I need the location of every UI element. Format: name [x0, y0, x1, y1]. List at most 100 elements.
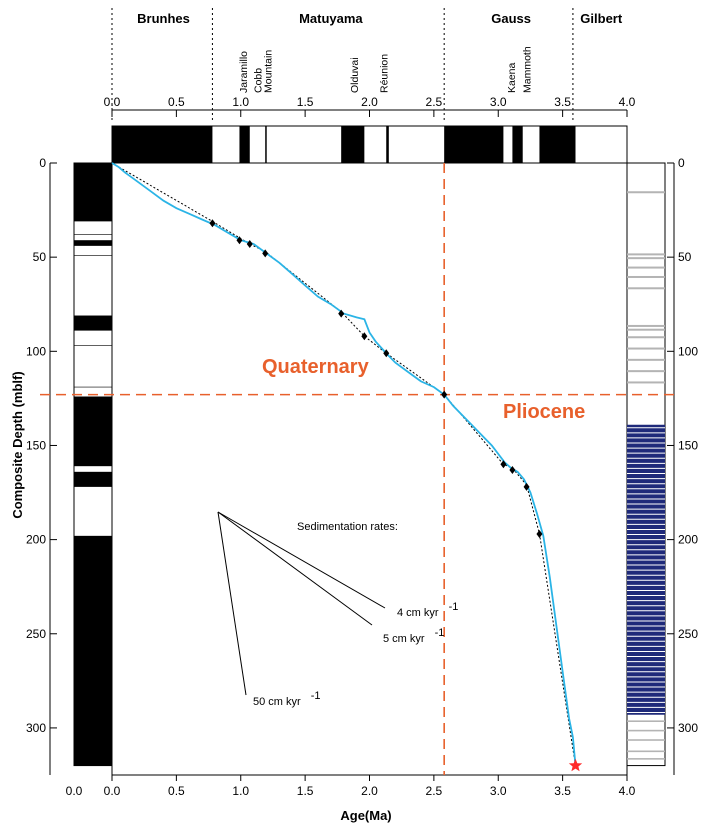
gray-band [627, 287, 665, 290]
rate-exponent: -1 [435, 627, 445, 639]
gray-band [627, 257, 665, 260]
polarity-normal-block [512, 126, 523, 163]
top-x-tick-label: 0.0 [104, 95, 121, 109]
left-y-tick-label: 150 [26, 438, 46, 452]
right-y-tick-label: 0 [678, 156, 685, 170]
tie-point [500, 460, 507, 469]
bottom-x-tick-label: 2.5 [426, 784, 443, 798]
bottom-x-tick-label: 0.0 [104, 784, 121, 798]
gray-band [627, 729, 665, 732]
subchron-label: Mammoth [521, 46, 533, 93]
gray-band [627, 358, 665, 361]
subchron-label: Mountain [263, 50, 275, 93]
subchron-label: Réunion [379, 54, 391, 93]
chron-label-brunhes: Brunhes [137, 11, 190, 26]
right-y-tick-label: 150 [678, 438, 698, 452]
subchron-label: Jaramillo [238, 51, 250, 93]
gray-band [627, 324, 665, 327]
y-axis-label: Composite Depth (mblf) [10, 371, 25, 518]
chron-label-matuyama: Matuyama [299, 11, 363, 26]
tie-point [536, 529, 543, 538]
rate-exponent: -1 [449, 601, 459, 613]
top-x-tick-label: 2.0 [361, 95, 378, 109]
left-y-tick-label: 300 [26, 721, 46, 735]
tie-point [338, 309, 345, 318]
right-y-tick-label: 50 [678, 250, 692, 264]
bottom-x-tick-label: 4.0 [619, 784, 636, 798]
age-depth-curve [111, 162, 577, 766]
pliocene-label: Pliocene [503, 401, 585, 423]
gray-band [627, 750, 665, 753]
gray-band [627, 739, 665, 741]
bottom-x-tick-label: 1.0 [232, 784, 249, 798]
polarity-normal-block [239, 126, 250, 163]
left-y-tick-label: 100 [26, 344, 46, 358]
gray-band [627, 328, 665, 331]
left-y-tick-label: 250 [26, 627, 46, 641]
subchron-label: Kaena [506, 62, 518, 93]
gray-band [627, 347, 665, 350]
polarity-normal-block [444, 126, 504, 163]
rate-line [217, 511, 386, 609]
rate-exponent: -1 [311, 690, 321, 702]
gray-band [627, 253, 665, 256]
plot-frame [111, 162, 628, 776]
depth-normal-block [74, 471, 112, 487]
tie-point [209, 219, 216, 228]
top-x-tick-label: 3.5 [554, 95, 571, 109]
bottom-x-tick-label: 1.5 [297, 784, 314, 798]
quaternary-label: Quaternary [262, 356, 370, 378]
depth-normal-block [74, 396, 112, 467]
tie-point [236, 236, 243, 245]
depth-normal-block [74, 163, 112, 222]
bottom-x-tick-label: 0.5 [168, 784, 185, 798]
top-x-tick-label: 2.5 [426, 95, 443, 109]
left-y-tick-label: 200 [26, 533, 46, 547]
tie-point [441, 390, 448, 399]
tie-point [361, 332, 368, 341]
rate-label: 4 cm kyr [397, 607, 439, 619]
rate-label: 5 cm kyr [383, 633, 425, 645]
gray-band [627, 370, 665, 373]
polarity-normal-block [265, 126, 267, 163]
subchron-label: Olduvai [349, 57, 361, 93]
tie-point [383, 349, 390, 358]
top-x-tick-label: 3.0 [490, 95, 507, 109]
bottom-x-tick-label: 3.5 [554, 784, 571, 798]
depth-normal-block [74, 535, 112, 766]
bottom-x-tick-label: 2.0 [361, 784, 378, 798]
chron-label-gilbert: Gilbert [580, 11, 623, 26]
right-y-tick-label: 250 [678, 627, 698, 641]
polarity-normal-block [341, 126, 365, 163]
tie-point [509, 465, 516, 474]
top-x-tick-label: 4.0 [619, 95, 636, 109]
rate-label: 50 cm kyr [253, 696, 301, 708]
polarity-normal-block [539, 126, 576, 163]
top-x-tick-label: 1.5 [297, 95, 314, 109]
gray-band [627, 275, 665, 278]
sedimentation-rates-title: Sedimentation rates: [297, 521, 398, 533]
x-axis-label: Age(Ma) [340, 808, 391, 823]
bottom-x-tick-label-strip: 0.0 [66, 784, 83, 798]
chart-marks: 0.0 0.5 1.0 1.5 2.0 2.5 3.0 3.5 4.0 Brunhes Matuya… [26, 8, 698, 798]
chron-label-gauss: Gauss [491, 11, 531, 26]
gray-band [627, 266, 665, 269]
top-x-tick-label: 0.5 [168, 95, 185, 109]
gray-band [627, 381, 665, 384]
gray-band [627, 191, 665, 194]
bottom-x-tick-label: 3.0 [490, 784, 507, 798]
gray-band [627, 336, 665, 339]
gray-band [627, 720, 665, 722]
subchron-label: Cobb [252, 68, 264, 93]
top-x-tick-label: 1.0 [232, 95, 249, 109]
base-star [568, 758, 583, 772]
tie-point [246, 239, 253, 248]
tie-point [262, 249, 269, 258]
gray-band [627, 758, 665, 760]
right-y-tick-label: 100 [678, 344, 698, 358]
rate-line [217, 511, 373, 626]
left-y-tick-label: 0 [39, 156, 46, 170]
left-y-tick-label: 50 [33, 250, 47, 264]
polarity-normal-block [386, 126, 389, 163]
